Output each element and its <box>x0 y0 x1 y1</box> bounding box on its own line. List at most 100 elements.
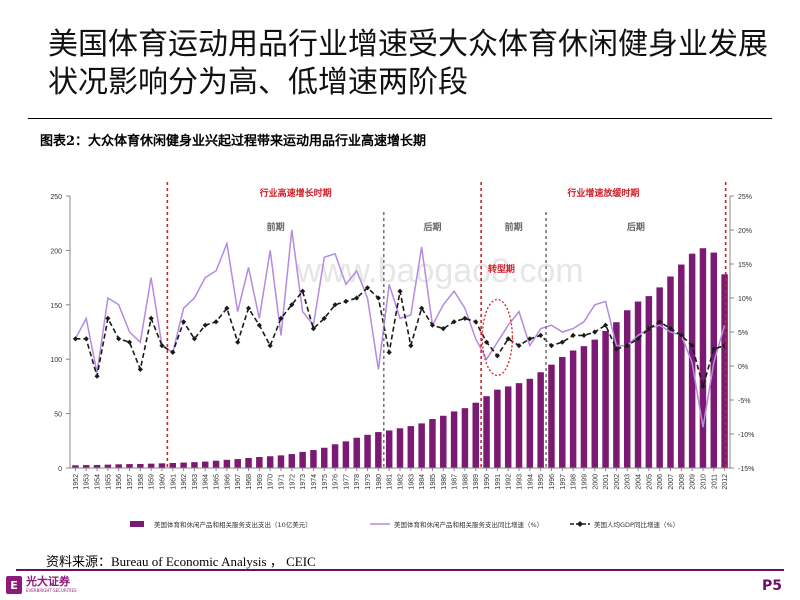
x-tick-label: 1991 <box>495 474 502 490</box>
bar <box>537 372 544 468</box>
bar <box>364 434 371 468</box>
data-point <box>343 298 349 304</box>
data-point <box>397 288 403 294</box>
x-tick-label: 2012 <box>722 474 729 490</box>
bar-series <box>72 248 728 468</box>
y-right-tick-label: 10% <box>738 296 752 303</box>
x-tick-label: 1967 <box>235 474 242 490</box>
bar <box>310 450 317 468</box>
logo-icon: E <box>6 576 22 594</box>
data-point <box>354 295 360 301</box>
y-right-tick-label: 5% <box>738 330 748 337</box>
x-tick-label: 1972 <box>289 474 296 490</box>
data-point <box>245 305 252 311</box>
data-point <box>332 302 338 308</box>
x-tick-label: 1952 <box>73 474 80 490</box>
legend-label: 美国人均GDP同比增速（%） <box>594 520 679 529</box>
logo-name: 光大证券 <box>26 575 70 588</box>
x-tick-label: 1993 <box>517 474 524 490</box>
bar <box>634 301 642 468</box>
bar <box>212 460 220 468</box>
bar <box>331 444 339 468</box>
data-point <box>429 322 436 328</box>
bar <box>440 415 447 468</box>
subperiod-label: 前期 <box>267 221 285 233</box>
x-tick-label: 1978 <box>354 474 361 490</box>
y-right-tick-label: -15% <box>738 466 754 473</box>
x-tick-label: 1982 <box>398 474 405 490</box>
bar <box>721 274 728 468</box>
watermark: www.baogao8.com <box>295 252 583 290</box>
chart-title: 图表2：大众体育休闲健身业兴起过程带来运动用品行业高速增长期 <box>40 134 427 149</box>
y-left-tick-label: 250 <box>50 194 62 201</box>
y-left-tick-label: 100 <box>50 357 62 364</box>
bar <box>137 463 144 468</box>
period-label: 行业增速放缓时期 <box>566 187 639 199</box>
transition-highlight <box>481 298 514 377</box>
x-tick-label: 1974 <box>311 474 318 490</box>
data-point <box>191 336 198 342</box>
data-point <box>364 285 371 291</box>
bar <box>548 364 555 468</box>
subperiod-label: 前期 <box>505 221 523 233</box>
data-point <box>559 339 565 345</box>
x-tick-label: 1990 <box>484 474 491 490</box>
data-point <box>94 373 100 379</box>
x-tick-label: 1973 <box>300 474 307 490</box>
x-tick-label: 1953 <box>84 474 91 490</box>
data-point <box>494 353 500 359</box>
y-left-tick-label: 150 <box>50 303 62 310</box>
bar <box>483 396 490 468</box>
bar <box>72 465 79 468</box>
title-divider <box>28 118 772 119</box>
x-tick-label: 2001 <box>603 474 610 490</box>
data-point <box>538 332 544 338</box>
x-tick-label: 1969 <box>257 474 264 490</box>
x-tick-label: 1964 <box>203 474 210 490</box>
bar <box>299 451 306 468</box>
bar <box>115 464 122 468</box>
legend-marker <box>577 521 583 527</box>
bar <box>126 464 133 468</box>
y-left-tick-label: 200 <box>50 248 62 255</box>
data-point <box>635 336 641 342</box>
x-tick-label: 1965 <box>214 474 221 490</box>
combo-chart: www.baogao8.com 0 50 100 150 200 250 -15% -10% -… <box>50 182 754 529</box>
bar <box>180 462 187 468</box>
x-tick-label: 1961 <box>170 474 177 490</box>
x-tick-label: 1962 <box>181 474 188 490</box>
y-left-tick-label: 0 <box>58 466 62 473</box>
x-tick-label: 2003 <box>625 474 632 490</box>
x-tick-label: 2007 <box>668 474 675 490</box>
data-point <box>235 339 241 345</box>
x-tick-label: 1954 <box>95 474 102 490</box>
legend-swatch <box>130 521 144 527</box>
bar <box>623 310 631 468</box>
x-tick-label: 2005 <box>646 474 653 490</box>
x-tick-label: 1956 <box>116 474 123 490</box>
legend: 美国体育和休闲产品和相关服务支出支出（10亿美元） 美国体育和休闲产品和相关服务支… <box>130 520 679 529</box>
bar <box>266 456 274 468</box>
subperiod-label: 后期 <box>627 221 645 233</box>
bar <box>515 383 523 468</box>
bar <box>656 287 663 468</box>
data-point <box>116 336 122 342</box>
slide-title: 美国体育运动用品行业增速受大众体育休闲健身业发展状况影响分为高、低增速两阶段 <box>48 27 768 100</box>
bar <box>418 423 425 468</box>
bar <box>602 330 609 468</box>
logo-name-en: EVERBRIGHT SECURITIES <box>26 588 77 593</box>
x-tick-label: 1985 <box>430 474 437 490</box>
bar <box>256 457 263 468</box>
x-tick-label: 1984 <box>419 474 426 490</box>
data-point <box>419 305 425 311</box>
data-point <box>148 315 154 321</box>
bar <box>494 389 501 468</box>
x-tick-label: 1995 <box>538 474 545 490</box>
bar <box>699 248 707 468</box>
data-point <box>267 343 273 349</box>
data-point <box>505 336 511 342</box>
bar <box>321 447 328 468</box>
x-tick-label: 1992 <box>506 474 513 490</box>
x-tick-label: 1968 <box>246 474 253 490</box>
data-point <box>289 302 295 308</box>
